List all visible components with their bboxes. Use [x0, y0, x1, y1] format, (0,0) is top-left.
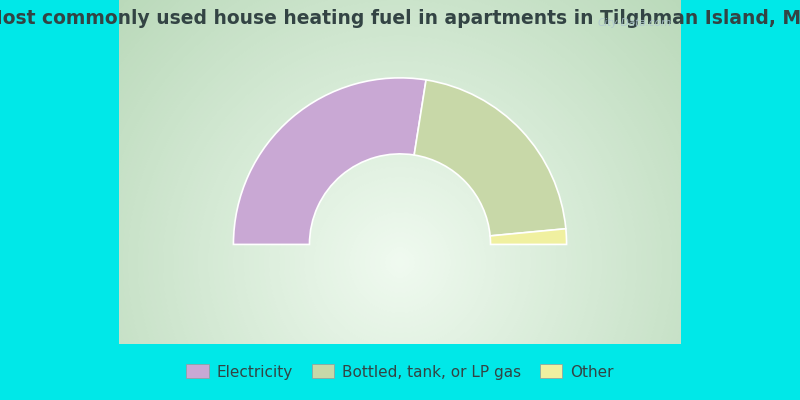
Circle shape	[223, 86, 577, 400]
Circle shape	[6, 0, 794, 400]
Circle shape	[93, 0, 707, 400]
Circle shape	[198, 61, 602, 400]
Circle shape	[299, 162, 501, 363]
Circle shape	[229, 91, 571, 400]
Circle shape	[395, 258, 405, 268]
Circle shape	[17, 0, 783, 400]
Circle shape	[380, 242, 420, 283]
Circle shape	[339, 202, 461, 323]
Circle shape	[107, 0, 693, 400]
Circle shape	[194, 56, 606, 400]
Circle shape	[284, 146, 516, 378]
Circle shape	[234, 96, 566, 400]
Circle shape	[360, 222, 440, 303]
Circle shape	[310, 172, 490, 353]
Wedge shape	[414, 80, 566, 236]
Circle shape	[238, 101, 562, 400]
Circle shape	[72, 0, 728, 400]
Circle shape	[254, 116, 546, 400]
Circle shape	[113, 0, 687, 400]
Circle shape	[390, 252, 410, 273]
Circle shape	[148, 10, 652, 400]
Circle shape	[188, 51, 612, 400]
Circle shape	[32, 0, 768, 400]
Circle shape	[214, 76, 586, 400]
Circle shape	[294, 157, 506, 368]
Circle shape	[370, 232, 430, 293]
Circle shape	[209, 71, 591, 400]
Circle shape	[122, 0, 678, 400]
Circle shape	[350, 212, 450, 313]
Circle shape	[153, 16, 647, 400]
Circle shape	[334, 197, 466, 328]
Circle shape	[218, 81, 582, 400]
Circle shape	[102, 0, 698, 400]
Circle shape	[138, 0, 662, 400]
Circle shape	[173, 36, 627, 400]
Circle shape	[22, 0, 778, 400]
Circle shape	[12, 0, 788, 400]
Circle shape	[128, 0, 672, 400]
Circle shape	[324, 187, 476, 338]
Circle shape	[330, 192, 470, 333]
Circle shape	[385, 248, 415, 278]
Circle shape	[345, 207, 455, 318]
Circle shape	[78, 0, 722, 400]
Circle shape	[37, 0, 763, 400]
Circle shape	[62, 0, 738, 400]
Circle shape	[98, 0, 702, 400]
Circle shape	[259, 121, 541, 400]
Circle shape	[183, 46, 617, 400]
Circle shape	[168, 30, 632, 400]
Circle shape	[52, 0, 748, 400]
Circle shape	[203, 66, 597, 400]
Circle shape	[314, 177, 486, 348]
Legend: Electricity, Bottled, tank, or LP gas, Other: Electricity, Bottled, tank, or LP gas, O…	[180, 358, 620, 386]
Circle shape	[163, 26, 637, 400]
Circle shape	[27, 0, 773, 400]
Circle shape	[374, 237, 426, 288]
Circle shape	[42, 0, 758, 400]
Text: City-Data.com: City-Data.com	[598, 18, 671, 28]
Circle shape	[354, 217, 446, 308]
Circle shape	[47, 0, 753, 400]
Circle shape	[244, 106, 556, 400]
Circle shape	[289, 152, 511, 374]
Circle shape	[178, 41, 622, 400]
Circle shape	[82, 0, 718, 400]
Circle shape	[269, 132, 531, 394]
Circle shape	[304, 167, 496, 358]
Circle shape	[365, 227, 435, 298]
Circle shape	[264, 126, 536, 399]
Circle shape	[57, 0, 743, 400]
Circle shape	[274, 136, 526, 388]
Circle shape	[87, 0, 713, 400]
Circle shape	[319, 182, 481, 343]
Circle shape	[143, 5, 657, 400]
Circle shape	[249, 111, 551, 400]
Circle shape	[158, 20, 642, 400]
Text: Most commonly used house heating fuel in apartments in Tilghman Island, MD: Most commonly used house heating fuel in…	[0, 9, 800, 28]
Wedge shape	[234, 78, 426, 244]
Circle shape	[67, 0, 733, 400]
Circle shape	[279, 142, 521, 384]
Wedge shape	[490, 229, 566, 244]
Circle shape	[118, 0, 682, 400]
Circle shape	[133, 0, 667, 400]
